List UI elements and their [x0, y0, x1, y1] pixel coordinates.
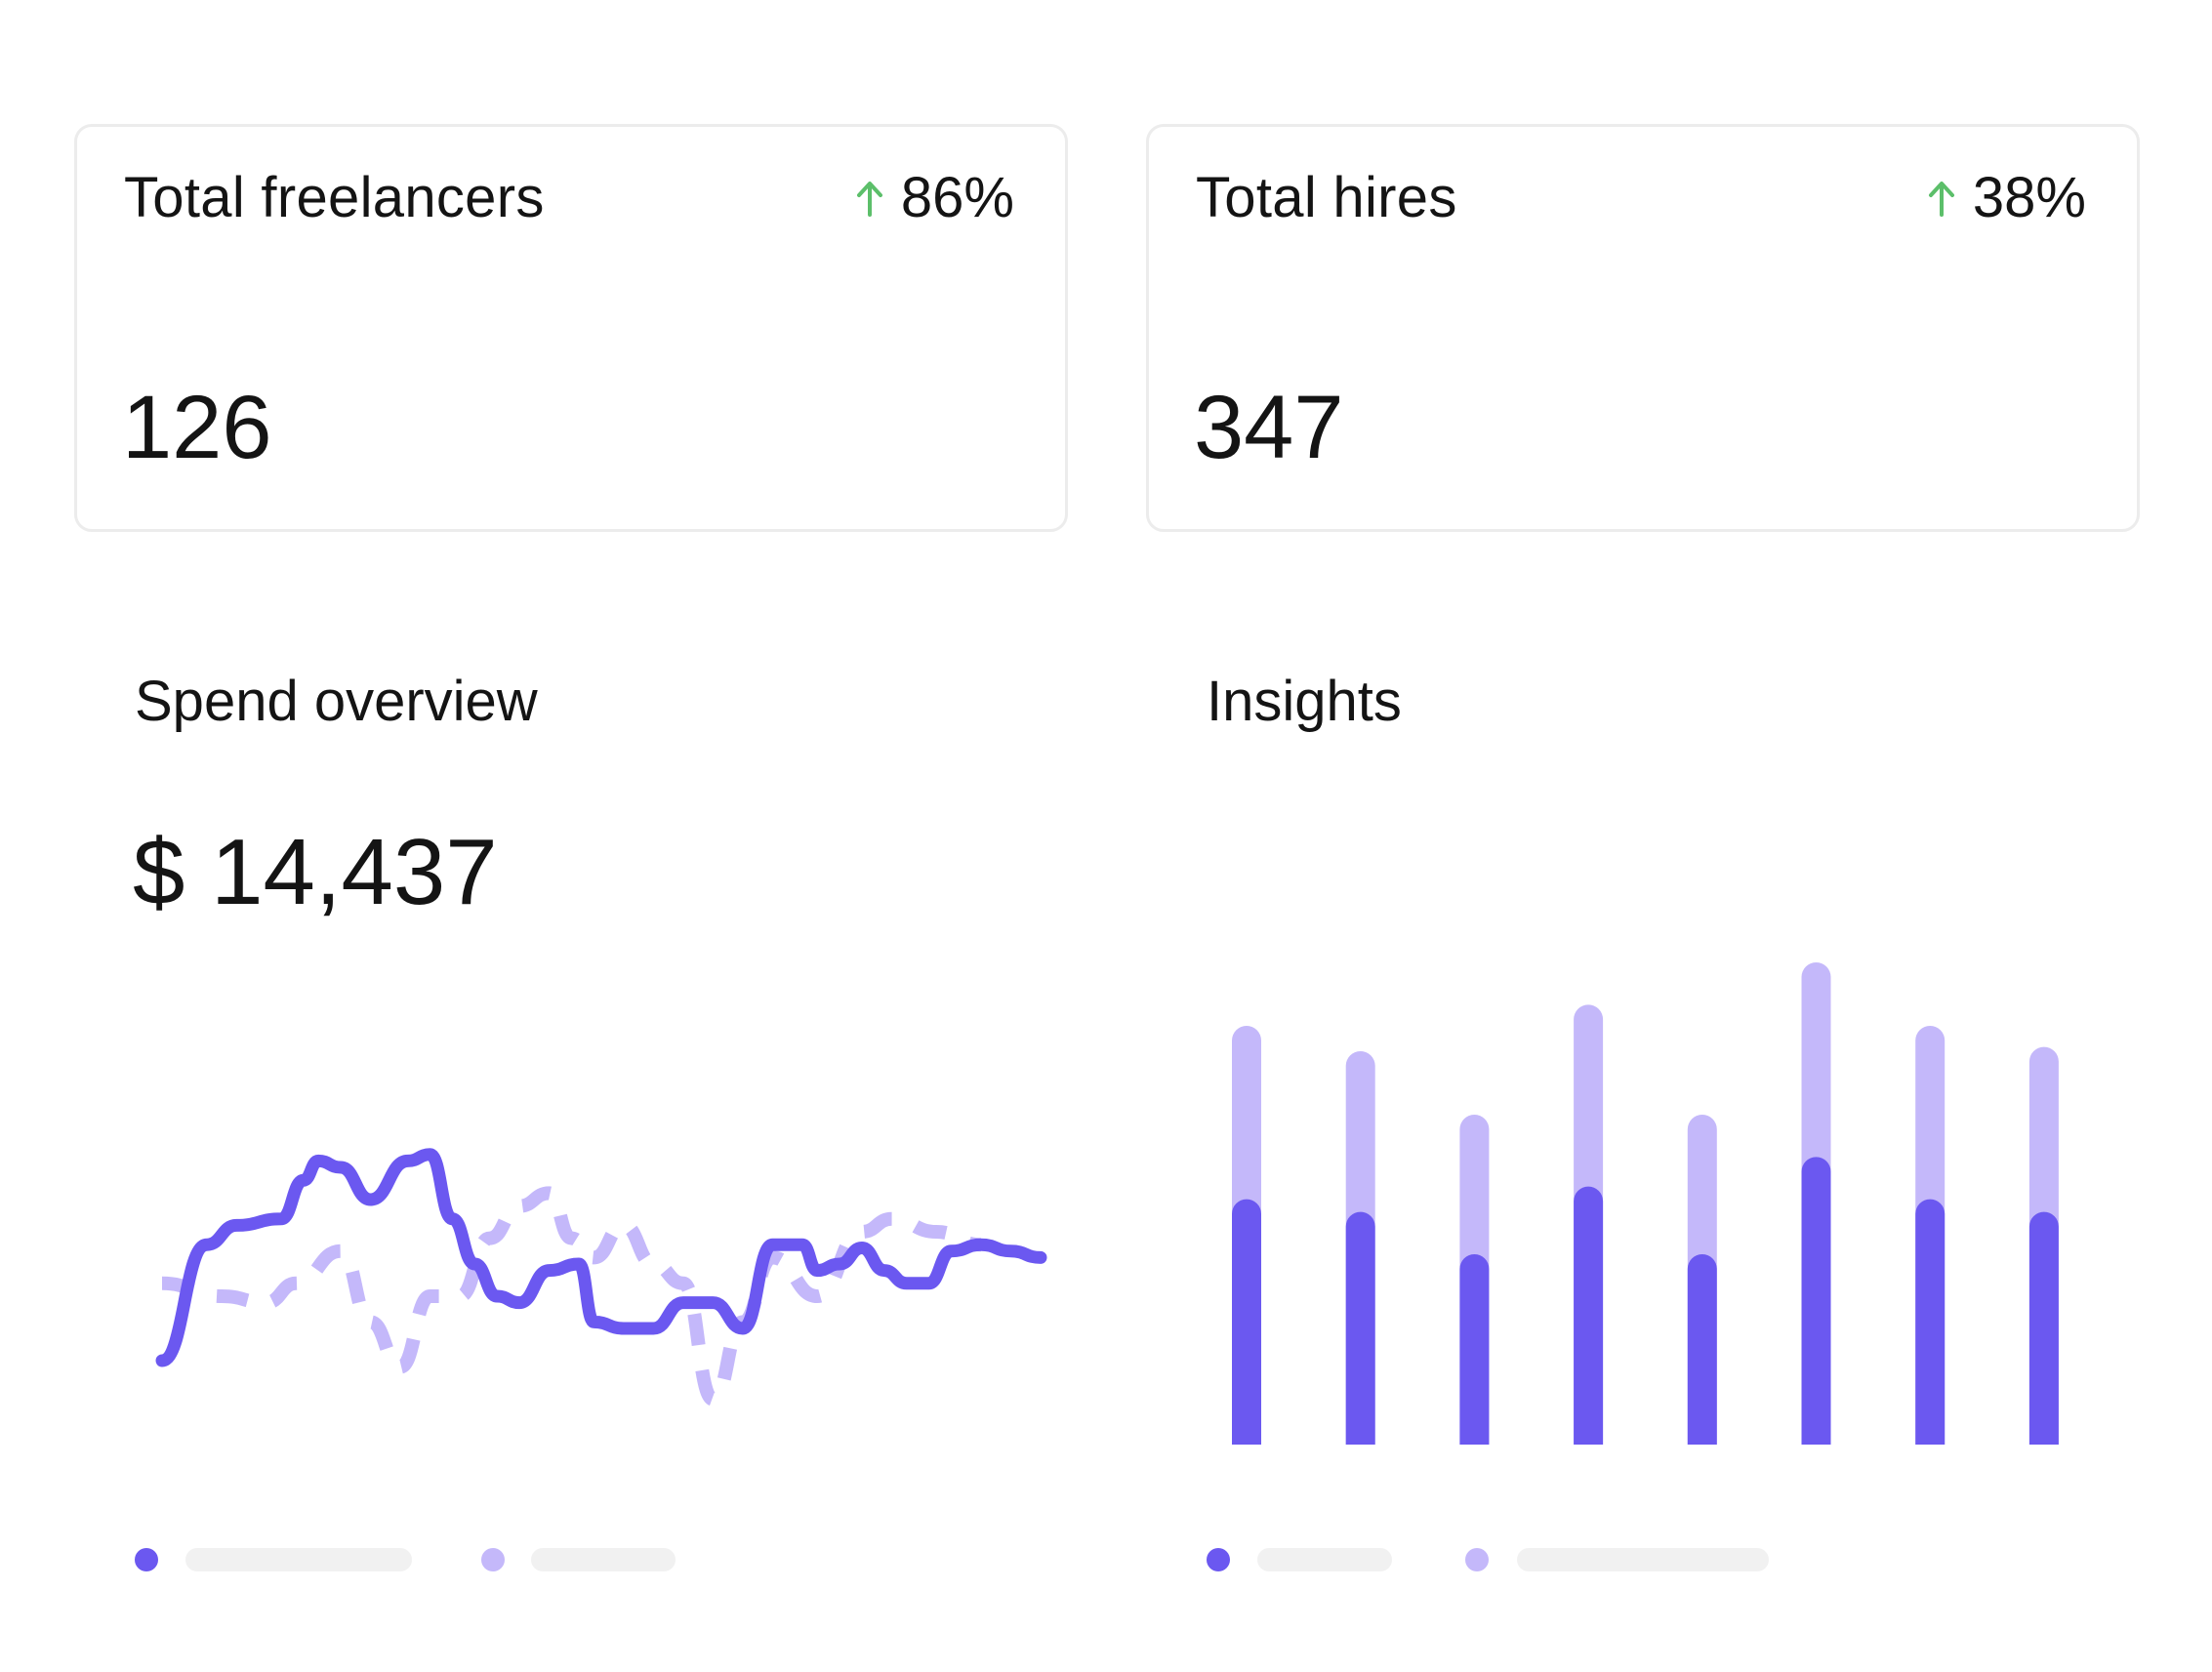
card-title: Total hires — [1196, 166, 1457, 229]
legend-label-placeholder — [1517, 1548, 1769, 1571]
stat-card-hires[interactable]: Total hires 38% 347 — [1146, 124, 2140, 532]
legend-dot-secondary — [481, 1548, 505, 1571]
bar-primary — [1232, 1199, 1261, 1445]
trend-badge: 38% — [1926, 170, 2086, 226]
legend-dot-primary — [1207, 1548, 1230, 1571]
trend-badge: 86% — [854, 170, 1014, 226]
insights-legend — [1207, 1545, 1773, 1574]
bar-primary — [2028, 1211, 2059, 1445]
bar-primary — [1915, 1199, 1946, 1445]
series-line-dashed — [161, 1186, 982, 1407]
arrow-up-icon — [1928, 182, 1954, 217]
bar-primary — [1801, 1157, 1831, 1445]
insights-title: Insights — [1207, 670, 1402, 733]
stat-value: 126 — [122, 378, 272, 477]
spend-legend — [135, 1545, 701, 1574]
stat-card-freelancers[interactable]: Total freelancers 86% 126 — [74, 124, 1068, 532]
bar-primary — [1574, 1186, 1604, 1445]
insights-bar-chart — [1232, 962, 2059, 1445]
bar-primary — [1459, 1254, 1490, 1445]
spend-overview-title: Spend overview — [135, 670, 538, 733]
spend-line-chart — [155, 1148, 1047, 1407]
bar-primary — [1345, 1211, 1375, 1445]
series-line-solid — [155, 1148, 1047, 1367]
stat-value: 347 — [1194, 378, 1344, 477]
arrow-up-icon — [856, 182, 882, 217]
change-percent: 38% — [1972, 166, 2086, 229]
legend-dot-primary — [135, 1548, 158, 1571]
legend-dot-secondary — [1465, 1548, 1489, 1571]
bar-primary — [1687, 1254, 1717, 1445]
change-percent: 86% — [900, 166, 1014, 229]
legend-label-placeholder — [1257, 1548, 1392, 1571]
legend-label-placeholder — [185, 1548, 412, 1571]
card-title: Total freelancers — [124, 166, 545, 229]
spend-amount: $ 14,437 — [133, 820, 498, 924]
legend-label-placeholder — [531, 1548, 676, 1571]
